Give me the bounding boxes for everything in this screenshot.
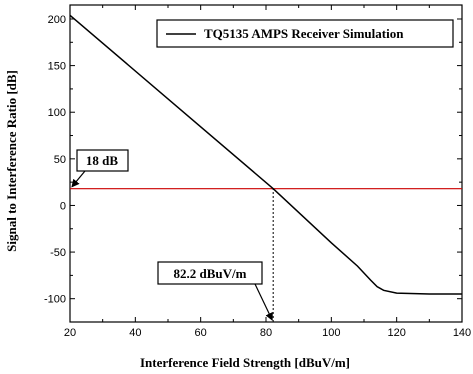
annotation-arrow <box>254 283 273 321</box>
y-tick-label: 150 <box>48 61 66 73</box>
x-tick-label: 120 <box>387 327 405 339</box>
x-tick-label: 40 <box>129 327 141 339</box>
plot-frame <box>69 4 463 323</box>
annotation-box <box>76 149 129 172</box>
y-tick-label: -100 <box>44 294 66 306</box>
x-axis-title: Interference Field Strength [dBuV/m] <box>140 355 350 370</box>
y-tick-label: 200 <box>48 14 66 26</box>
x-tick-label: 80 <box>260 327 272 339</box>
legend-box <box>156 19 454 48</box>
annotation-arrow <box>71 170 86 188</box>
annotation-text: 82.2 dBuV/m <box>174 266 247 281</box>
y-axis-title: Signal to Interference Ratio [dB] <box>4 70 19 252</box>
x-tick-label: 140 <box>453 327 471 339</box>
x-tick-label: 100 <box>322 327 340 339</box>
y-tick-label: -50 <box>50 247 66 259</box>
y-tick-label: 100 <box>48 107 66 119</box>
series-line <box>69 14 462 295</box>
annotation-box <box>157 261 263 285</box>
y-tick-label: 50 <box>54 154 66 166</box>
y-tick-label: 0 <box>60 200 66 212</box>
x-tick-label: 60 <box>195 327 207 339</box>
x-tick-label: 20 <box>64 327 76 339</box>
legend-label: TQ5135 AMPS Receiver Simulation <box>204 26 404 41</box>
annotation-text: 18 dB <box>86 153 118 168</box>
